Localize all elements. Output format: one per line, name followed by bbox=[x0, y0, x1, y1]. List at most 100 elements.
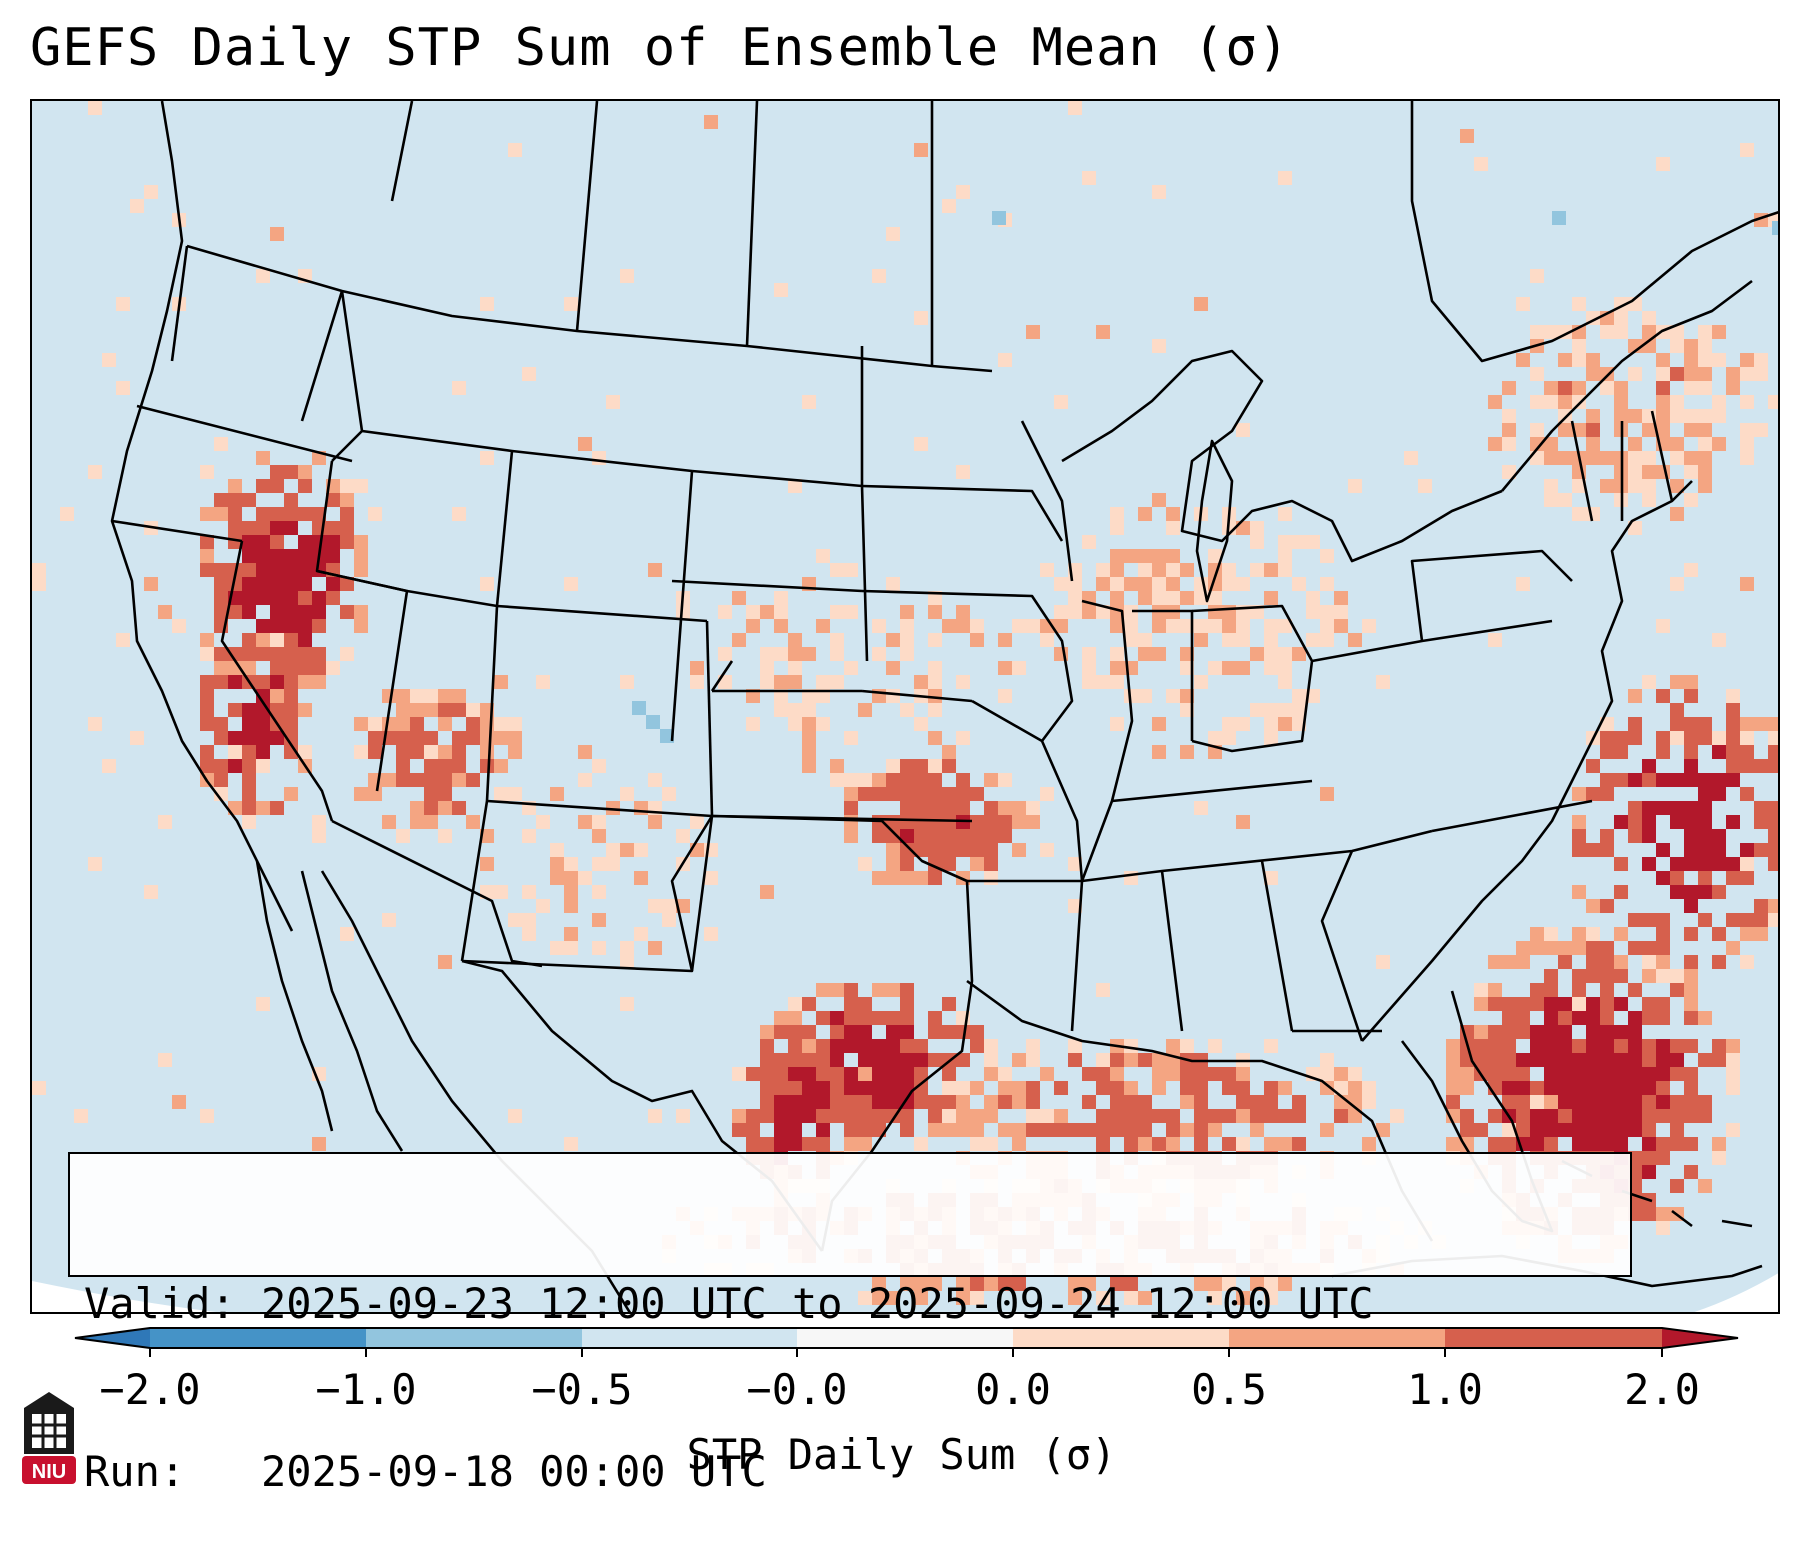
stp-field-cell bbox=[830, 1081, 844, 1095]
stp-field-cell bbox=[200, 633, 214, 647]
stp-field-cell bbox=[1012, 661, 1026, 675]
stp-field-cell bbox=[1670, 1067, 1684, 1081]
stp-field-cell bbox=[732, 1067, 746, 1081]
stp-field-cell bbox=[564, 941, 578, 955]
stp-field-cell bbox=[788, 1137, 802, 1151]
stp-field-cell bbox=[1684, 409, 1698, 423]
stp-field-cell bbox=[1236, 1137, 1250, 1151]
stp-field-cell bbox=[956, 605, 970, 619]
stp-field-cell bbox=[270, 661, 284, 675]
stp-field-cell bbox=[1768, 801, 1778, 815]
stp-field-cell bbox=[1642, 857, 1656, 871]
stp-field-cell bbox=[1460, 1109, 1474, 1123]
stp-field-cell bbox=[1600, 969, 1614, 983]
stp-field-cell bbox=[928, 1123, 942, 1137]
stp-field-cell bbox=[1250, 1277, 1264, 1291]
stp-field-cell bbox=[158, 1053, 172, 1067]
stp-field-cell bbox=[830, 773, 844, 787]
stp-field-cell bbox=[1642, 1207, 1656, 1221]
stp-field-cell bbox=[1586, 1011, 1600, 1025]
stp-field-cell bbox=[1544, 1025, 1558, 1039]
stp-field-cell bbox=[900, 703, 914, 717]
stp-field-cell bbox=[1712, 1137, 1726, 1151]
stp-field-cell bbox=[1278, 1081, 1292, 1095]
stp-field-cell bbox=[914, 1067, 928, 1081]
stp-field-cell bbox=[1600, 955, 1614, 969]
stp-field-cell bbox=[802, 731, 816, 745]
stp-field-cell bbox=[1656, 1081, 1670, 1095]
stp-field-cell bbox=[1180, 703, 1194, 717]
stp-field-cell bbox=[1502, 1053, 1516, 1067]
stp-field-cell bbox=[1656, 619, 1670, 633]
stp-field-cell bbox=[494, 717, 508, 731]
stp-field-cell bbox=[270, 507, 284, 521]
lake-michigan bbox=[1195, 439, 1234, 603]
stp-field-cell bbox=[494, 731, 508, 745]
stp-field-cell bbox=[914, 1095, 928, 1109]
stp-field-cell bbox=[1684, 843, 1698, 857]
stp-field-cell bbox=[1614, 1137, 1628, 1151]
stp-field-cell bbox=[1642, 423, 1656, 437]
stp-field-cell bbox=[1628, 367, 1642, 381]
stp-field-cell bbox=[802, 759, 816, 773]
stp-field-cell bbox=[858, 703, 872, 717]
stp-field-cell bbox=[900, 801, 914, 815]
stp-field-cell bbox=[1586, 1123, 1600, 1137]
stp-field-cell bbox=[1670, 703, 1684, 717]
stp-field-cell bbox=[396, 689, 410, 703]
map-panel[interactable] bbox=[30, 99, 1780, 1314]
stp-field-cell bbox=[872, 1277, 886, 1291]
stp-field-cell bbox=[1446, 1039, 1460, 1053]
stp-field-cell bbox=[928, 1011, 942, 1025]
stp-field-cell bbox=[788, 1109, 802, 1123]
stp-field-cell bbox=[1222, 633, 1236, 647]
stp-field-cell bbox=[900, 1039, 914, 1053]
stp-field-cell bbox=[1698, 465, 1712, 479]
stp-field-cell bbox=[1488, 1137, 1502, 1151]
stp-field-cell bbox=[1684, 1011, 1698, 1025]
stp-field-cell bbox=[816, 1081, 830, 1095]
stp-field-cell bbox=[1614, 745, 1628, 759]
stp-field-cell bbox=[1138, 577, 1152, 591]
stp-field-cell bbox=[1772, 221, 1778, 235]
stp-field-cell bbox=[1642, 955, 1656, 969]
stp-field-cell bbox=[1152, 745, 1166, 759]
stp-field-cell bbox=[214, 493, 228, 507]
stp-field-cell bbox=[438, 717, 452, 731]
stp-field-cell bbox=[1572, 885, 1586, 899]
stp-field-cell bbox=[1502, 1067, 1516, 1081]
stp-field-cell bbox=[1642, 1053, 1656, 1067]
stp-field-cell bbox=[284, 633, 298, 647]
stp-field-cell bbox=[1754, 717, 1768, 731]
stp-field-cell bbox=[1740, 143, 1754, 157]
stp-field-cell bbox=[1586, 1109, 1600, 1123]
stp-field-cell bbox=[1768, 899, 1778, 913]
stp-field-cell bbox=[1642, 1095, 1656, 1109]
stp-field-cell bbox=[1264, 1137, 1278, 1151]
stp-field-cell bbox=[1656, 395, 1670, 409]
stp-field-cell bbox=[760, 1137, 774, 1151]
stp-field-cell bbox=[270, 689, 284, 703]
stp-field-cell bbox=[1544, 451, 1558, 465]
stp-field-cell bbox=[438, 801, 452, 815]
stp-field-cell bbox=[1656, 423, 1670, 437]
stp-field-cell bbox=[1222, 661, 1236, 675]
stp-field-cell bbox=[1110, 549, 1124, 563]
map-title: GEFS Daily STP Sum of Ensemble Mean (σ) bbox=[30, 18, 1290, 78]
stp-field-cell bbox=[1096, 1053, 1110, 1067]
stp-field-cell bbox=[1684, 465, 1698, 479]
stp-field-cell bbox=[900, 1277, 914, 1291]
stp-field-cell bbox=[774, 689, 788, 703]
stp-field-cell bbox=[270, 801, 284, 815]
stp-field-cell bbox=[284, 465, 298, 479]
stp-field-cell bbox=[88, 717, 102, 731]
stp-field-cell bbox=[760, 885, 774, 899]
stp-field-cell bbox=[1712, 927, 1726, 941]
stp-field-cell bbox=[200, 689, 214, 703]
stp-field-cell bbox=[410, 717, 424, 731]
stp-field-cell bbox=[592, 759, 606, 773]
stp-field-cell bbox=[396, 703, 410, 717]
stp-field-cell bbox=[1558, 409, 1572, 423]
stp-field-cell bbox=[1446, 1053, 1460, 1067]
stp-field-cell bbox=[1152, 1137, 1166, 1151]
